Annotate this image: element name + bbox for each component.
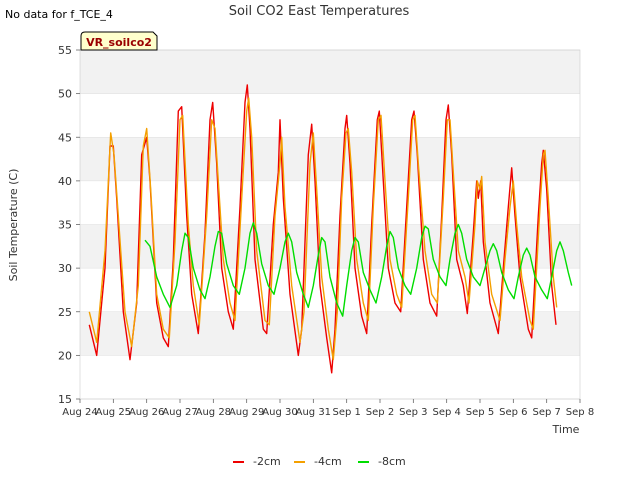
series-line-4cmcm <box>88 97 558 361</box>
series-line-8cmcm <box>144 222 573 317</box>
x-tick-label: Aug 28 <box>196 407 231 418</box>
x-tick-label: Aug 25 <box>96 407 131 418</box>
legend-label: -2cm <box>253 455 281 468</box>
y-axis-ticks: 15 20 25 30 35 40 45 50 55 <box>58 44 80 406</box>
y-tick-label: 40 <box>58 175 72 188</box>
x-tick-label: Aug 27 <box>162 407 197 418</box>
x-tick-label: Aug 31 <box>296 407 331 418</box>
grid-band <box>80 50 580 94</box>
inset-label-box: VR_soilco2 <box>80 31 158 51</box>
series-lines <box>88 84 573 374</box>
inset-label: VR_soilco2 <box>86 36 152 49</box>
x-tick-label: Sep 4 <box>432 407 460 418</box>
y-tick-label: 15 <box>58 393 72 406</box>
x-tick-label: Sep 2 <box>366 407 394 418</box>
x-tick-label: Sep 6 <box>499 407 527 418</box>
x-tick-label: Sep 1 <box>332 407 360 418</box>
y-tick-label: 25 <box>58 306 72 319</box>
y-tick-label: 30 <box>58 262 72 275</box>
grid-band <box>80 311 580 356</box>
x-tick-label: Sep 3 <box>399 407 427 418</box>
legend: -2cm -4cm -8cm <box>233 455 406 468</box>
y-tick-label: 20 <box>58 349 72 362</box>
y-tick-label: 55 <box>58 44 72 57</box>
legend-label: -8cm <box>378 455 406 468</box>
y-tick-label: 45 <box>58 131 72 144</box>
grid-band <box>80 137 580 181</box>
grid-band <box>80 93 580 138</box>
legend-label: -4cm <box>314 455 342 468</box>
chart-title: Soil CO2 East Temperatures <box>229 4 410 19</box>
y-tick-label: 50 <box>58 88 72 101</box>
x-tick-label: Sep 7 <box>532 407 560 418</box>
no-data-note: No data for f_TCE_4 <box>5 8 113 21</box>
x-tick-label: Aug 26 <box>129 407 164 418</box>
plot-background-bands <box>80 50 580 399</box>
y-axis-label: Soil Temperature (C) <box>7 169 20 282</box>
x-tick-label: Aug 30 <box>262 407 297 418</box>
y-tick-label: 35 <box>58 219 72 232</box>
x-tick-label: Aug 24 <box>62 407 97 418</box>
grid-band <box>80 180 580 225</box>
x-axis-label: Time <box>552 423 580 436</box>
grid-band <box>80 224 580 269</box>
x-tick-label: Sep 5 <box>466 407 494 418</box>
x-tick-label: Aug 29 <box>229 407 264 418</box>
x-tick-label: Sep 8 <box>566 407 594 418</box>
